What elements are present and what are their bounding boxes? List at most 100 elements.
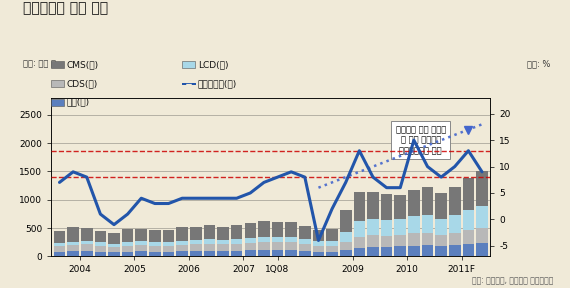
Bar (272, 250, 283, 256)
Bar (408, 217, 420, 233)
Bar (81, 251, 92, 256)
Bar (381, 194, 392, 220)
Bar (463, 245, 474, 256)
Bar (394, 219, 406, 235)
Text: CMS(위): CMS(위) (67, 60, 99, 69)
Bar (272, 222, 283, 237)
Bar (67, 251, 79, 256)
Bar (408, 190, 420, 217)
Bar (299, 251, 311, 256)
Bar (326, 251, 338, 256)
Bar (340, 232, 352, 242)
Bar (258, 237, 270, 242)
Text: 자료: 삼성전기, 대우증권 리서치센터: 자료: 삼성전기, 대우증권 리서치센터 (471, 276, 553, 285)
Bar (367, 192, 379, 219)
Bar (449, 215, 461, 233)
Bar (272, 237, 283, 242)
Bar (108, 247, 120, 252)
Bar (81, 245, 92, 251)
Bar (149, 251, 161, 256)
Bar (326, 246, 338, 251)
Bar (353, 192, 365, 221)
Bar (286, 250, 297, 256)
Bar (353, 221, 365, 236)
Bar (258, 249, 270, 256)
Bar (449, 233, 461, 245)
Bar (136, 251, 147, 256)
Bar (122, 251, 133, 256)
Bar (258, 221, 270, 237)
Bar (408, 233, 420, 246)
Bar (435, 219, 447, 235)
Bar (95, 251, 106, 256)
Bar (326, 241, 338, 246)
Bar (54, 243, 66, 246)
Bar (340, 250, 352, 256)
Bar (422, 187, 433, 215)
Bar (176, 241, 188, 245)
Text: 지속적인 외형 성장과
한 단계 레벨업된
영업이익률에 주목: 지속적인 외형 성장과 한 단계 레벨업된 영업이익률에 주목 (396, 126, 446, 155)
Bar (422, 215, 433, 233)
Bar (108, 252, 120, 256)
Bar (435, 193, 447, 219)
Bar (286, 221, 297, 237)
Bar (95, 242, 106, 246)
Bar (190, 244, 202, 251)
Bar (381, 247, 392, 256)
Text: 단위: %: 단위: % (527, 59, 550, 68)
Bar (299, 244, 311, 251)
Bar (313, 251, 324, 256)
Bar (149, 242, 161, 246)
Bar (286, 242, 297, 250)
Bar (408, 246, 420, 256)
Bar (422, 233, 433, 245)
Bar (122, 246, 133, 251)
Bar (340, 211, 352, 232)
Bar (326, 229, 338, 241)
Bar (54, 252, 66, 256)
Bar (381, 220, 392, 236)
Text: 영업이익률(우): 영업이익률(우) (198, 79, 237, 88)
Bar (54, 231, 66, 243)
Text: 기판(위): 기판(위) (67, 98, 90, 107)
Bar (272, 242, 283, 250)
Bar (313, 241, 324, 246)
Bar (108, 244, 120, 247)
Bar (149, 230, 161, 242)
Bar (286, 237, 297, 242)
Bar (122, 242, 133, 246)
Bar (313, 230, 324, 241)
Bar (217, 251, 229, 256)
Bar (476, 228, 488, 243)
Bar (367, 219, 379, 235)
Bar (176, 245, 188, 251)
Bar (217, 245, 229, 251)
Bar (476, 206, 488, 228)
Bar (67, 242, 79, 245)
Bar (353, 248, 365, 256)
Bar (95, 246, 106, 251)
Bar (463, 210, 474, 230)
Bar (231, 251, 242, 256)
Bar (258, 242, 270, 249)
Bar (353, 236, 365, 248)
Bar (435, 235, 447, 247)
Bar (299, 239, 311, 244)
Bar (162, 252, 174, 256)
Bar (203, 251, 215, 256)
Bar (203, 239, 215, 244)
Bar (435, 247, 447, 256)
Bar (476, 170, 488, 206)
Bar (95, 231, 106, 242)
Text: 삼성전기의 실적 추이: 삼성전기의 실적 추이 (23, 1, 108, 16)
Bar (367, 247, 379, 256)
Bar (203, 244, 215, 251)
Bar (463, 230, 474, 245)
Bar (81, 228, 92, 241)
Bar (299, 226, 311, 239)
Bar (245, 223, 256, 238)
Bar (394, 235, 406, 247)
Bar (245, 250, 256, 256)
Bar (149, 246, 161, 251)
Bar (54, 246, 66, 252)
